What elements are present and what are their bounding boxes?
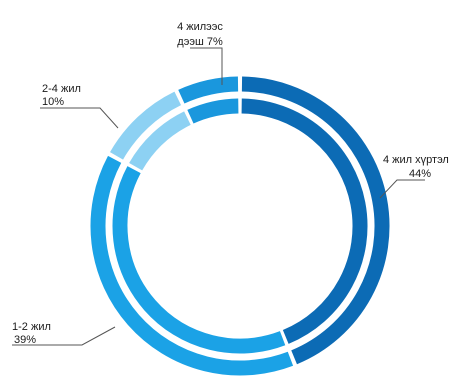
label-4-jiles-deesh-line2: дээш 7% [177, 36, 223, 48]
label-2-4-jil-pct: 10% [42, 96, 64, 108]
inner-ring-segment-3 [129, 111, 191, 171]
leader-line-4-jil-hurtel [379, 179, 425, 199]
label-1-2-jil-name: 1-2 жил [12, 321, 51, 333]
outer-ring-segment-2 [90, 155, 294, 376]
label-1-2-jil-pct: 39% [14, 334, 36, 346]
outer-ring-segment-4 [178, 76, 239, 104]
inner-ring-segment-1 [241, 98, 368, 344]
label-2-4-jil-name: 2-4 жил [42, 83, 81, 95]
label-4-jil-hurtel-pct: 44% [409, 168, 431, 180]
inner-ring-segment-2 [112, 166, 286, 354]
inner-ring-segment-4 [187, 98, 239, 124]
ring-segments [90, 76, 390, 376]
leader-line-4-jiles-deesh [190, 47, 223, 85]
outer-ring-segment-3 [110, 91, 182, 160]
leader-line-1-2-jil [12, 326, 116, 346]
label-4-jiles-deesh-line1: 4 жилээс [177, 21, 223, 33]
leader-line-2-4-jil [40, 107, 119, 129]
label-4-jil-hurtel-name: 4 жил хүртэл [383, 154, 449, 166]
outer-ring-segment-1 [241, 76, 390, 365]
